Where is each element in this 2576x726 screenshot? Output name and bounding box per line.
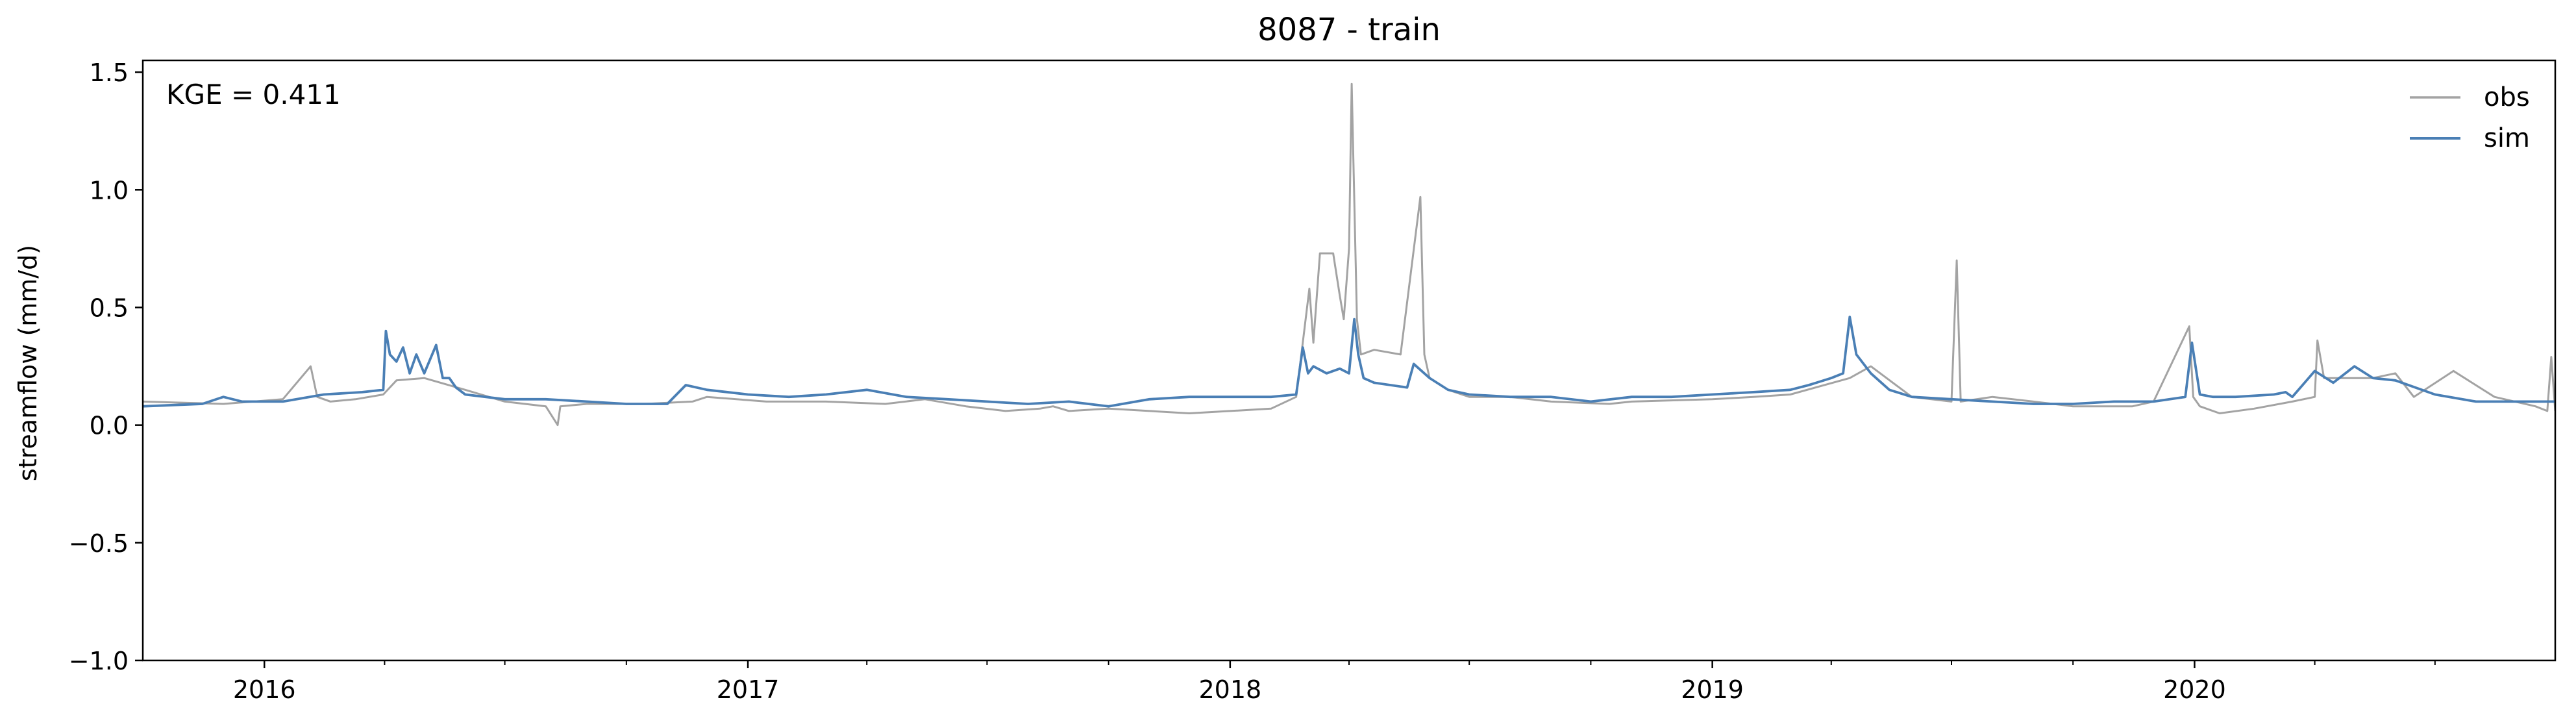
x-tick-label: 2016 — [233, 675, 296, 704]
legend: obs sim — [2410, 82, 2530, 153]
legend-sim-label: sim — [2484, 123, 2530, 153]
legend-obs-label: obs — [2484, 82, 2530, 112]
y-tick-label: 0.0 — [90, 412, 129, 440]
plot-frame — [142, 59, 2557, 662]
x-tick-label: 2018 — [1198, 675, 1261, 704]
x-tick-label: 2020 — [2163, 675, 2226, 704]
series-line-obs — [143, 82, 2555, 427]
y-tick-label: 1.0 — [90, 176, 129, 205]
y-tick-label: 1.5 — [90, 58, 129, 87]
x-tick-label: 2019 — [1681, 675, 1744, 704]
y-tick-label: −1.0 — [69, 647, 129, 675]
chart-title: 8087 - train — [1257, 12, 1441, 48]
series-line-sim — [143, 316, 2555, 408]
x-tick-label: 2017 — [717, 675, 780, 704]
y-tick-label: −0.5 — [69, 529, 129, 558]
kge-annotation: KGE = 0.411 — [166, 79, 341, 110]
y-tick-label: 0.5 — [90, 294, 129, 322]
axes-layer: −1.0 −0.5 0.0 0.5 1.0 1.5 2016 2017 2018 2019 2020 — [69, 58, 2436, 704]
y-axis-label: streamflow (mm/d) — [14, 245, 42, 481]
series-layer — [143, 82, 2555, 427]
